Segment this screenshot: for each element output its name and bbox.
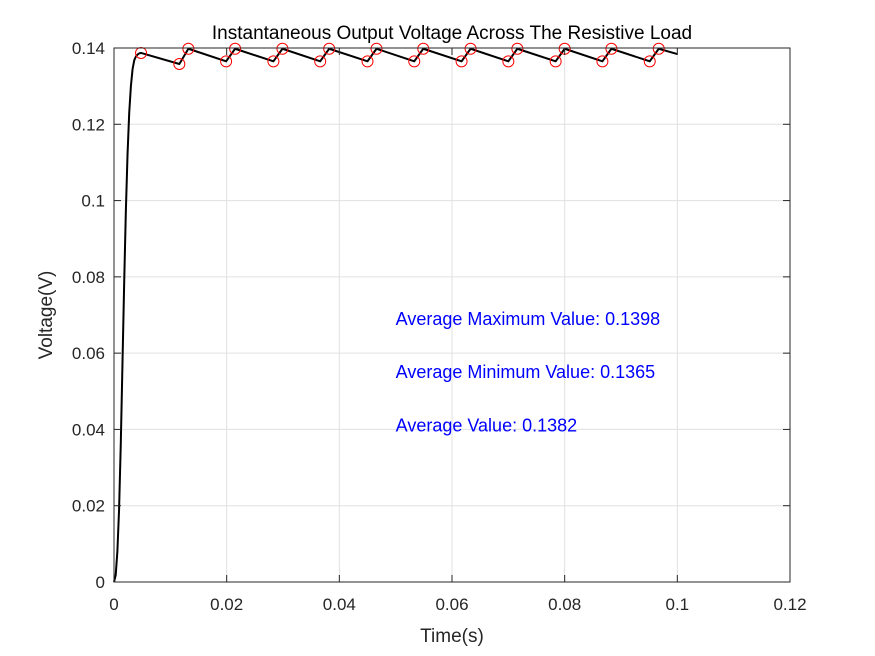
peak-marker bbox=[652, 42, 665, 55]
peak-marker bbox=[323, 42, 336, 55]
x-tick-label: 0 bbox=[109, 595, 118, 614]
x-tick-label: 0.06 bbox=[435, 595, 468, 614]
trough-marker bbox=[455, 55, 468, 68]
y-tick-label: 0.1 bbox=[81, 192, 105, 211]
trough-marker bbox=[502, 55, 515, 68]
y-tick-label: 0.12 bbox=[72, 115, 105, 134]
peak-marker bbox=[605, 42, 618, 55]
y-tick-label: 0.14 bbox=[72, 39, 105, 58]
x-tick-label: 0.02 bbox=[210, 595, 243, 614]
annotation-text: Average Maximum Value: 0.1398 bbox=[396, 309, 660, 329]
peak-marker bbox=[464, 42, 477, 55]
ticks bbox=[113, 47, 791, 583]
annotation-text: Average Value: 0.1382 bbox=[396, 416, 577, 436]
trough-marker bbox=[220, 55, 233, 68]
trough-marker bbox=[314, 55, 327, 68]
y-tick-label: 0.04 bbox=[72, 420, 105, 439]
x-tick-label: 0.12 bbox=[773, 595, 806, 614]
x-axis-label: Time(s) bbox=[420, 626, 484, 647]
y-tick-label: 0.02 bbox=[72, 497, 105, 516]
peak-marker bbox=[511, 42, 524, 55]
y-tick-label: 0 bbox=[96, 573, 105, 592]
peak-marker bbox=[182, 42, 195, 55]
annotation-text: Average Minimum Value: 0.1365 bbox=[396, 362, 655, 382]
x-tick-labels: 0 0.02 0.04 0.06 0.08 0.1 0.12 bbox=[109, 595, 806, 614]
x-tick-label: 0.08 bbox=[548, 595, 581, 614]
y-axis-label: Voltage(V) bbox=[36, 271, 57, 360]
series-line bbox=[113, 47, 678, 583]
x-tick-label: 0.1 bbox=[666, 595, 690, 614]
peak-marker bbox=[417, 42, 430, 55]
y-tick-label: 0.06 bbox=[72, 344, 105, 363]
chart-title: Instantaneous Output Voltage Across The … bbox=[212, 23, 692, 44]
marker-layer bbox=[135, 42, 665, 71]
trough-marker bbox=[549, 55, 562, 68]
trough-marker bbox=[596, 55, 609, 68]
trough-marker bbox=[408, 55, 421, 68]
series-layer bbox=[113, 47, 678, 583]
annotation-layer: Average Maximum Value: 0.1398 Average Min… bbox=[396, 309, 660, 436]
trough-marker bbox=[361, 55, 374, 68]
trough-marker bbox=[643, 55, 656, 68]
peak-marker bbox=[135, 46, 148, 59]
peak-marker bbox=[276, 42, 289, 55]
y-tick-labels: 0 0.02 0.04 0.06 0.08 0.1 0.12 0.14 bbox=[72, 39, 105, 592]
peak-marker bbox=[229, 42, 242, 55]
trough-marker bbox=[267, 55, 280, 68]
x-tick-label: 0.04 bbox=[323, 595, 356, 614]
peak-marker bbox=[370, 42, 383, 55]
trough-marker bbox=[173, 58, 186, 71]
y-tick-label: 0.08 bbox=[72, 268, 105, 287]
